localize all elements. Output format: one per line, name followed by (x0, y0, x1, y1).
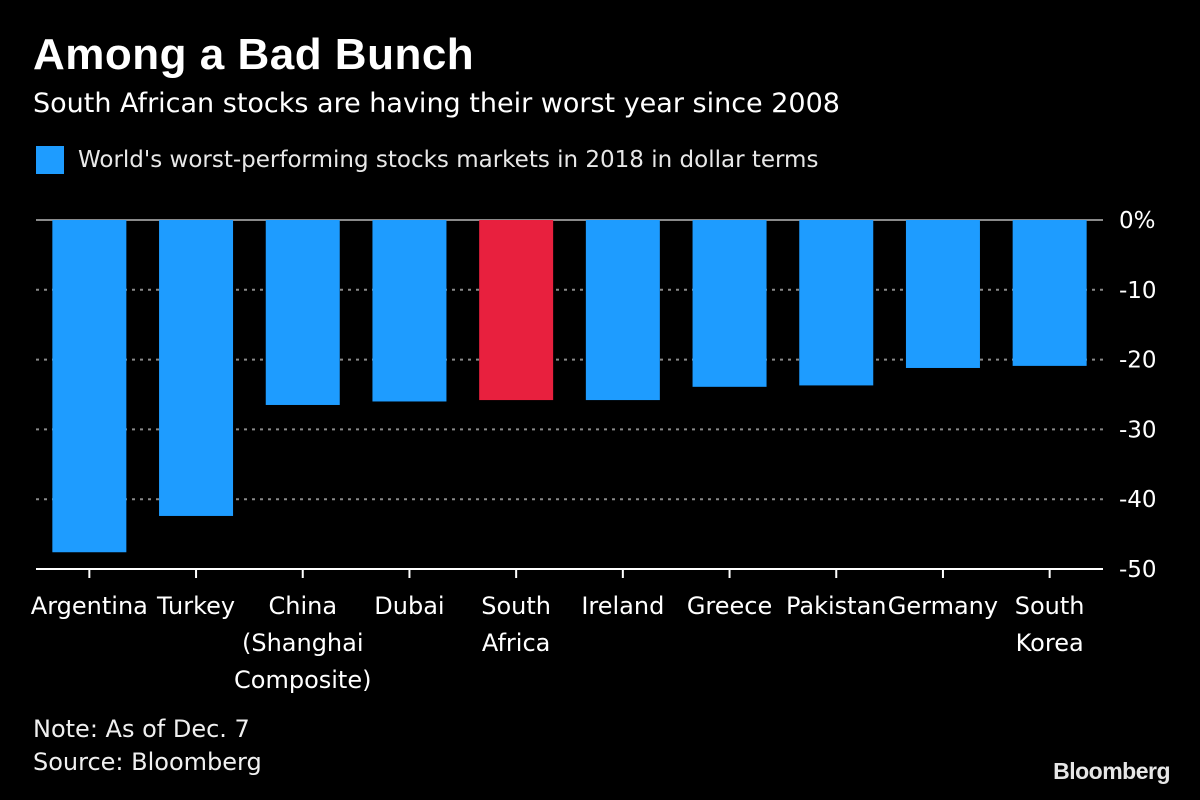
chart-title: Among a Bad Bunch (33, 30, 475, 79)
bar (159, 220, 234, 516)
legend-label: World's worst-performing stocks markets … (78, 147, 819, 173)
x-tick-label: Korea (1016, 629, 1084, 657)
x-tick-label: Composite) (234, 666, 371, 694)
footer-source: Source: Bloomberg (33, 748, 262, 776)
x-tick-label: China (268, 592, 337, 620)
footer: Note: As of Dec. 7 Source: Bloomberg (33, 713, 262, 779)
x-tick-label: Ireland (581, 592, 664, 620)
bar (265, 220, 340, 405)
bar (585, 220, 660, 401)
bar (52, 220, 127, 553)
bar (372, 220, 447, 402)
bar (479, 220, 554, 401)
x-tick-label: Greece (687, 592, 772, 620)
bar-layer (52, 220, 1087, 553)
footer-note: Note: As of Dec. 7 (33, 715, 250, 743)
y-tick-label: -20 (1119, 348, 1157, 374)
y-tick-label: -10 (1119, 278, 1157, 304)
x-tick-label: Dubai (374, 592, 444, 620)
x-tick-label: South (481, 592, 551, 620)
axis-layer (36, 568, 1103, 578)
x-tick-label: Turkey (156, 592, 235, 620)
bar (692, 220, 767, 387)
x-tick-label: (Shanghai (242, 629, 364, 657)
label-layer: 0% -10 -20 -30 -40 -50 Argentina Turkey China (Sh… (31, 208, 1157, 694)
chart-subtitle: South African stocks are having their wo… (33, 88, 840, 119)
legend-swatch (36, 146, 64, 174)
legend: World's worst-performing stocks markets … (36, 146, 818, 174)
y-tick-label: -40 (1119, 487, 1157, 513)
y-tick-label: -30 (1119, 417, 1157, 443)
bar (905, 220, 980, 368)
x-tick-label: Pakistan (786, 592, 887, 620)
bar (1012, 220, 1087, 366)
bloomberg-logo: Bloomberg (1053, 758, 1170, 784)
x-tick-label: Argentina (31, 592, 148, 620)
x-tick-label: Germany (888, 592, 998, 620)
y-tick-label: 0% (1119, 208, 1156, 234)
y-tick-label: -50 (1119, 557, 1157, 583)
bar (799, 220, 874, 386)
x-tick-label: South (1015, 592, 1085, 620)
x-tick-label: Africa (482, 629, 550, 657)
